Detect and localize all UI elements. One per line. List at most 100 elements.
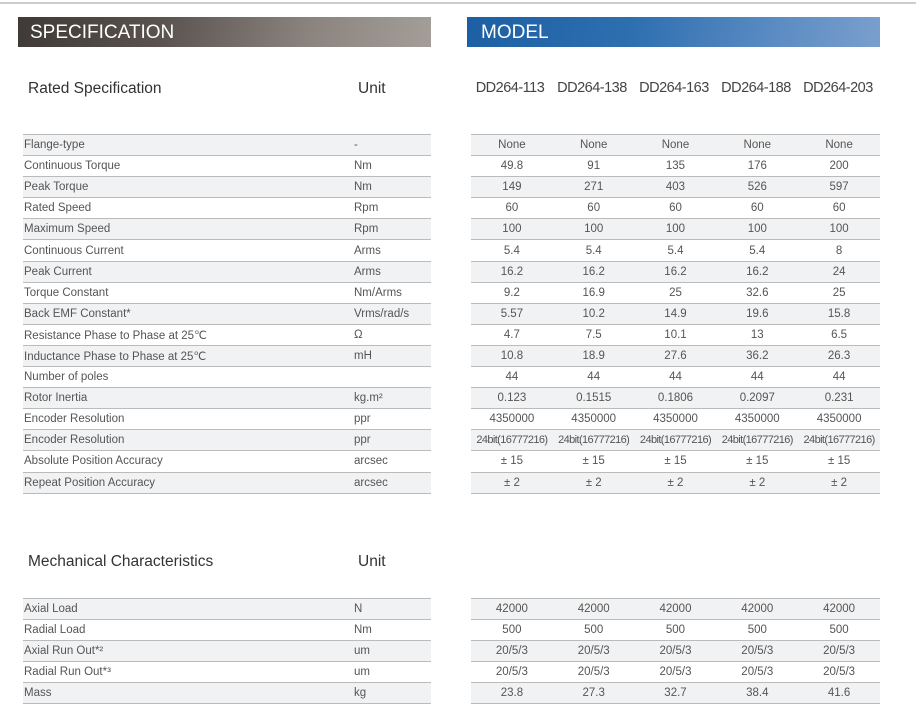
spec-value: ± 15 (634, 450, 717, 472)
spec-value: 20/5/3 (716, 640, 799, 662)
table-row: 9.2 16.9 25 32.6 25 (471, 281, 880, 304)
spec-name: Mass (23, 682, 353, 705)
specification-header: SPECIFICATION (18, 17, 431, 47)
spec-unit: N (353, 597, 431, 620)
spec-value: 44 (634, 366, 717, 388)
spec-value: 0.1806 (634, 387, 717, 409)
spec-value: 60 (552, 197, 635, 219)
spec-value: 60 (471, 197, 553, 219)
spec-value: 5.4 (634, 239, 717, 262)
spec-value: 41.6 (798, 682, 880, 705)
spec-unit (353, 366, 431, 388)
spec-value: 4350000 (471, 408, 553, 430)
spec-unit: Rpm (353, 197, 431, 219)
spec-unit: Vrms/rad/s (353, 302, 431, 325)
table-row: Radial Load Nm (23, 619, 431, 641)
spec-value: 526 (716, 176, 799, 198)
spec-value: 597 (798, 176, 880, 198)
spec-value: 60 (634, 197, 717, 219)
spec-name: Absolute Position Accuracy (23, 450, 353, 472)
spec-value: 44 (471, 366, 553, 388)
table-row: Continuous Current Arms (23, 239, 431, 262)
spec-value: 32.6 (716, 281, 799, 304)
rated-unit-title: Unit (358, 80, 386, 97)
spec-name: Continuous Torque (23, 155, 353, 177)
spec-value: 25 (798, 281, 880, 304)
spec-value: None (798, 133, 880, 156)
model-name: DD264-113 (475, 80, 545, 96)
table-row: 44 44 44 44 44 (471, 366, 880, 388)
spec-name: Encoder Resolution (23, 408, 353, 430)
spec-unit: arcsec (353, 450, 431, 472)
table-row: ± 2 ± 2 ± 2 ± 2 ± 2 (471, 471, 880, 494)
spec-name: Number of poles (23, 366, 353, 388)
spec-value: 32.7 (634, 682, 717, 705)
spec-name: Torque Constant (23, 281, 353, 304)
spec-value: 100 (634, 218, 717, 240)
table-row: Absolute Position Accuracy arcsec (23, 450, 431, 472)
spec-value: None (634, 133, 717, 156)
spec-value: 44 (716, 366, 799, 388)
spec-value: None (471, 133, 553, 156)
spec-value: 500 (634, 619, 717, 641)
spec-value: 149 (471, 176, 553, 198)
spec-value: 500 (716, 619, 799, 641)
spec-value: 5.4 (552, 239, 635, 262)
spec-unit: Nm (353, 176, 431, 198)
spec-name: Repeat Position Accuracy (23, 471, 353, 494)
spec-value: 44 (552, 366, 635, 388)
spec-value: 25 (634, 281, 717, 304)
spec-name: Axial Load (23, 597, 353, 620)
spec-unit: kg (353, 682, 431, 705)
spec-unit: ppr (353, 408, 431, 430)
spec-value: 5.57 (471, 302, 553, 325)
mech-title: Mechanical Characteristics (28, 553, 214, 570)
table-row: 16.2 16.2 16.2 16.2 24 (471, 260, 880, 283)
table-row: 5.4 5.4 5.4 5.4 8 (471, 239, 880, 262)
spec-name: Inductance Phase to Phase at 25℃ (23, 344, 353, 367)
spec-value: 42000 (634, 597, 717, 620)
spec-name: Resistance Phase to Phase at 25℃ (23, 323, 353, 346)
spec-value: 100 (798, 218, 880, 240)
spec-unit: arcsec (353, 471, 431, 494)
spec-value: 24bit(16777216) (716, 429, 799, 451)
spec-value: 44 (798, 366, 880, 388)
table-row: 20/5/3 20/5/3 20/5/3 20/5/3 20/5/3 (471, 661, 880, 683)
table-row: Rated Speed Rpm (23, 197, 431, 219)
spec-value: 4350000 (634, 408, 717, 430)
spec-value: 24bit(16777216) (471, 429, 553, 451)
spec-value: 500 (552, 619, 635, 641)
spec-value: 24bit(16777216) (798, 429, 880, 451)
spec-value: 91 (552, 155, 635, 177)
spec-value: 10.2 (552, 302, 635, 325)
spec-value: 20/5/3 (634, 661, 717, 683)
spec-name: Radial Load (23, 619, 353, 641)
table-row: Radial Run Out*³ um (23, 661, 431, 683)
table-row: Back EMF Constant* Vrms/rad/s (23, 302, 431, 325)
table-row: 4350000 4350000 4350000 4350000 4350000 (471, 408, 880, 430)
table-row: 42000 42000 42000 42000 42000 (471, 597, 880, 620)
spec-value: 20/5/3 (552, 640, 635, 662)
spec-unit: Nm (353, 619, 431, 641)
spec-value: 20/5/3 (634, 640, 717, 662)
mech-names-table: Axial Load N Radial Load Nm Axial Run Out*² u… (23, 597, 431, 705)
table-row: 149 271 403 526 597 (471, 176, 880, 198)
spec-value: None (552, 133, 635, 156)
spec-value: ± 2 (798, 471, 880, 494)
table-row: Repeat Position Accuracy arcsec (23, 471, 431, 494)
spec-value: ± 15 (716, 450, 799, 472)
spec-value: 20/5/3 (798, 640, 880, 662)
spec-value: 500 (798, 619, 880, 641)
spec-value: 19.6 (716, 302, 799, 325)
table-row: 24bit(16777216) 24bit(16777216) 24bit(1677… (471, 429, 880, 451)
table-row: 4.7 7.5 10.1 13 6.5 (471, 323, 880, 346)
spec-value: 26.3 (798, 344, 880, 367)
spec-value: ± 2 (634, 471, 717, 494)
model-header: MODEL (467, 17, 880, 47)
spec-value: 200 (798, 155, 880, 177)
spec-name: Maximum Speed (23, 218, 353, 240)
spec-value: 16.9 (552, 281, 635, 304)
spec-value: 20/5/3 (798, 661, 880, 683)
table-row: Maximum Speed Rpm (23, 218, 431, 240)
spec-value: 4350000 (716, 408, 799, 430)
